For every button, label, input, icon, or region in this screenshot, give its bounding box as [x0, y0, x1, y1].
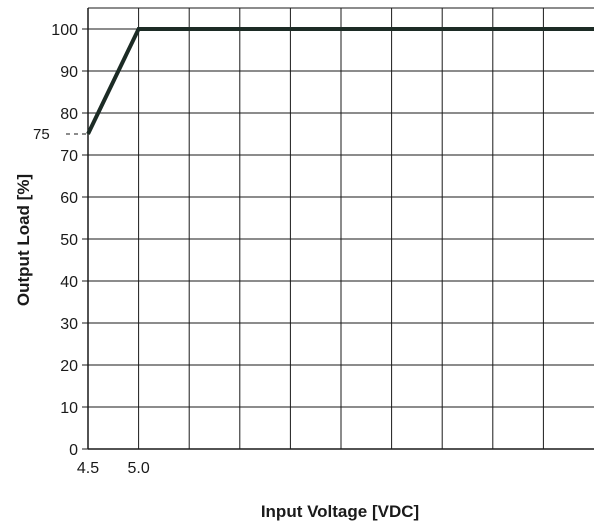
x-tick-labels: 4.5 5.0: [77, 460, 150, 477]
x-axis-title: Input Voltage [VDC]: [261, 502, 419, 521]
y-tick-label: 100: [51, 22, 78, 39]
x-tick-label: 5.0: [127, 460, 149, 477]
x-tick-label: 4.5: [77, 460, 99, 477]
y-tick-label: 0: [69, 442, 78, 459]
y-tick-label: 80: [60, 106, 78, 123]
y-tick-label: 70: [60, 148, 78, 165]
y-tick-label: 90: [60, 64, 78, 81]
y-tick-label: 10: [60, 400, 78, 417]
y-tick-label: 40: [60, 274, 78, 291]
axes: [82, 8, 594, 450]
y-tick-label: 20: [60, 358, 78, 375]
y-tick-labels: 0 10 20 30 40 50 60 70 80 90 100: [51, 22, 78, 459]
y-axis-title: Output Load [%]: [14, 174, 33, 306]
annotations: 75: [33, 126, 88, 143]
annotation-label: 75: [33, 126, 50, 143]
grid-lines: [88, 7, 594, 449]
y-tick-label: 30: [60, 316, 78, 333]
y-tick-label: 60: [60, 190, 78, 207]
y-tick-label: 50: [60, 232, 78, 249]
